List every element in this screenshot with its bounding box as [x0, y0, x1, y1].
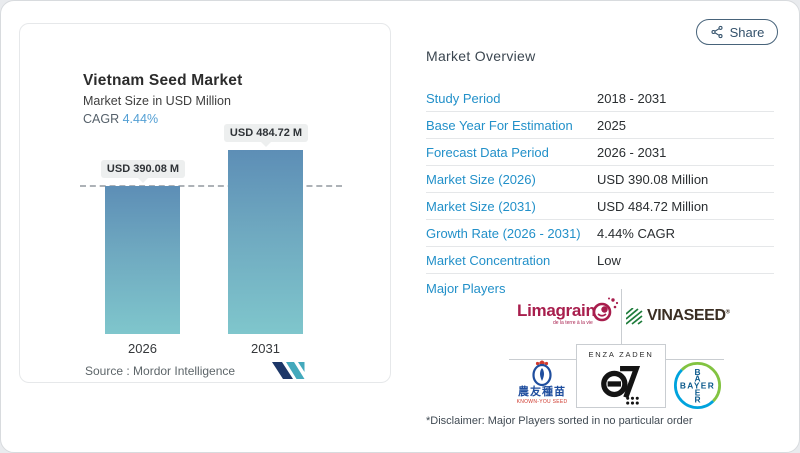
known-you-cjk-wordmark: 農友種苗	[518, 386, 566, 398]
disclaimer-text: *Disclaimer: Major Players sorted in no …	[426, 415, 693, 427]
panel-heading: Market Overview	[426, 48, 536, 64]
x-axis-label-2031: 2031	[251, 341, 280, 356]
enza-zaden-e7-icon	[599, 361, 643, 410]
known-you-seed-logo: 農友種苗 KNOWN-YOU SEED	[509, 357, 575, 405]
row-value: 4.44% CAGR	[597, 225, 676, 241]
vinaseed-stripes-icon	[626, 307, 643, 325]
cagr-value: 4.44%	[122, 112, 159, 126]
svg-text:E: E	[695, 388, 701, 398]
table-row: Forecast Data Period 2026 - 2031	[426, 139, 774, 166]
row-label: Base Year For Estimation	[426, 117, 573, 133]
share-button[interactable]: Share	[696, 19, 778, 45]
chart-card: Vietnam Seed Market Market Size in USD M…	[19, 23, 391, 383]
bar-chart: USD 390.08 M USD 484.72 M	[20, 124, 390, 334]
table-row: Market Concentration Low	[426, 247, 774, 274]
row-label: Market Size (2026)	[426, 171, 536, 187]
reference-dashed-line	[80, 185, 342, 187]
bar-value-label-2026: USD 390.08 M	[101, 160, 185, 183]
row-label: Market Concentration	[426, 252, 551, 268]
row-value: Low	[597, 252, 621, 268]
limagrain-swirl-icon	[592, 297, 619, 322]
table-row: Study Period 2018 - 2031	[426, 85, 774, 112]
limagrain-logo: Limagrain de la terre à la vie	[517, 297, 621, 333]
svg-text:B: B	[694, 367, 700, 377]
cagr-label: CAGR	[83, 112, 120, 126]
limagrain-wordmark: Limagrain	[517, 301, 596, 320]
row-value: 2025	[597, 117, 626, 133]
major-players-label: Major Players	[426, 281, 506, 296]
registered-mark: ®	[725, 309, 730, 316]
share-button-label: Share	[729, 24, 765, 40]
table-row: Market Size (2031) USD 484.72 Million	[426, 193, 774, 220]
svg-text:R: R	[694, 395, 700, 405]
vinaseed-logo: VINASEED®	[626, 307, 730, 325]
logo-grid-line-right	[666, 359, 724, 360]
logo-grid-line-left	[509, 359, 576, 360]
row-value: 2018 - 2031	[597, 90, 667, 106]
svg-text:A: A	[694, 374, 700, 384]
bar-value-label-2031: USD 484.72 M	[224, 124, 308, 147]
enza-zaden-wordmark: ENZA ZADEN	[588, 350, 654, 359]
row-label: Growth Rate (2026 - 2031)	[426, 225, 581, 241]
chart-subtitle: Market Size in USD Million	[83, 94, 231, 108]
bayer-horizontal-wordmark: BAYER	[680, 381, 715, 391]
bar-2031[interactable]	[228, 150, 303, 334]
bayer-logo: BAYER B A E R	[671, 359, 724, 417]
row-label: Market Size (2031)	[426, 198, 536, 214]
known-you-sub-wordmark: KNOWN-YOU SEED	[516, 399, 568, 405]
table-row: Growth Rate (2026 - 2031) 4.44% CAGR	[426, 220, 774, 247]
row-label: Forecast Data Period	[426, 144, 549, 160]
logo-grid-divider	[621, 289, 622, 344]
share-icon	[711, 25, 723, 39]
overview-table: Study Period 2018 - 2031 Base Year For E…	[426, 85, 774, 274]
known-you-seed-icon	[532, 360, 552, 387]
row-value: USD 484.72 Million	[597, 198, 709, 214]
vinaseed-wordmark: VINASEED®	[647, 307, 730, 324]
table-row: Market Size (2026) USD 390.08 Million	[426, 166, 774, 193]
table-row: Base Year For Estimation 2025	[426, 112, 774, 139]
chart-cagr: CAGR 4.44%	[83, 112, 158, 126]
chart-source: Source : Mordor Intelligence	[85, 364, 236, 378]
mordor-intelligence-logo-icon	[272, 362, 305, 385]
x-axis-label-2026: 2026	[128, 341, 157, 356]
row-value: USD 390.08 Million	[597, 171, 709, 187]
limagrain-tagline: de la terre à la vie	[553, 320, 593, 326]
row-label: Study Period	[426, 90, 501, 106]
chart-title: Vietnam Seed Market	[83, 72, 243, 89]
row-value: 2026 - 2031	[597, 144, 667, 160]
bar-2026[interactable]	[105, 186, 180, 334]
